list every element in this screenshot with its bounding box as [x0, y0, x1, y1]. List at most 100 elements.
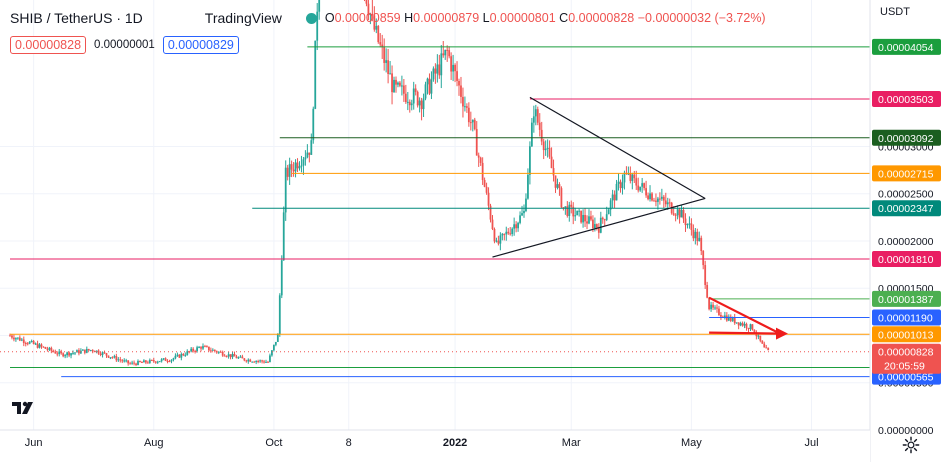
candle-body [582, 214, 584, 223]
sell-price-button[interactable]: 0.00000828 [10, 36, 87, 54]
horizontal-levels[interactable] [0, 46, 870, 378]
candle-body [757, 335, 760, 337]
candle-body [93, 350, 96, 353]
candle-body [137, 360, 139, 365]
candle-body [44, 347, 47, 349]
candle-body [662, 196, 665, 201]
candle-body [759, 335, 762, 341]
gear-icon[interactable] [902, 436, 920, 454]
candle-body [243, 358, 246, 361]
candle-body [495, 240, 498, 242]
candle-body [729, 316, 732, 321]
buy-price-button[interactable]: 0.00000829 [162, 36, 239, 54]
candle-body [168, 361, 171, 363]
candle-body [505, 231, 508, 235]
candle-body [450, 56, 453, 72]
candle-body [286, 167, 289, 177]
candle-body [121, 360, 124, 362]
candle-body [300, 165, 303, 167]
candle-body [162, 358, 165, 360]
candle-body [131, 362, 133, 364]
candle-body [410, 103, 413, 106]
candle-body [379, 42, 382, 45]
trendline-annotations[interactable] [492, 96, 789, 340]
candle-body [213, 349, 216, 352]
price-tick-label: 0.00002500 [878, 189, 934, 201]
candle-body [103, 352, 106, 354]
candle-body [641, 183, 644, 187]
candle-body [530, 122, 533, 147]
candle-body [460, 85, 462, 97]
candle-body [552, 168, 555, 176]
pennant-line [708, 296, 781, 335]
candle-body [686, 224, 689, 226]
candle-body [464, 106, 466, 108]
candle-body [395, 79, 397, 85]
candle-body [755, 333, 758, 337]
candle-body [373, 15, 376, 30]
candle-body [747, 328, 750, 330]
candle-body [402, 85, 405, 94]
candle-body [261, 360, 263, 362]
candle-body [546, 147, 549, 149]
candle-body [144, 360, 147, 363]
candle-body [493, 229, 496, 242]
candle-body [308, 152, 311, 155]
candle-body [605, 214, 608, 220]
candle-body [487, 192, 490, 206]
candle-body [639, 186, 642, 191]
candle-body [658, 198, 661, 200]
candle-body [568, 204, 571, 216]
candle-body [143, 360, 145, 363]
currency-unit-label[interactable]: USDT [880, 6, 910, 18]
candle-body [9, 335, 11, 337]
candle-body [655, 200, 657, 202]
candle-body [294, 162, 297, 172]
candle-body [688, 223, 691, 225]
candle-body [465, 106, 468, 108]
candle-body [233, 354, 236, 357]
candle-body [540, 129, 543, 142]
candle-body [603, 219, 606, 221]
candle-body [649, 193, 651, 200]
candle-body [694, 231, 697, 239]
time-axis[interactable]: Jun Aug Oct 8 2022 Mar May Jul [0, 429, 870, 462]
candle-body [184, 354, 187, 356]
candle-body [60, 351, 63, 354]
symbol-label[interactable]: SHIB / TetherUS · 1D [10, 10, 143, 26]
time-tick-label: 2022 [443, 437, 467, 449]
level-price-label: 0.00003503 [878, 94, 934, 106]
candle-body [113, 356, 116, 358]
candle-body [406, 101, 409, 103]
candle-body [601, 217, 604, 220]
candle-body [672, 213, 675, 215]
price-axis[interactable]: 0.000000000.000005000.000010000.00001500… [869, 0, 941, 462]
candle-body [489, 205, 492, 220]
candle-body [633, 174, 636, 179]
candle-body [298, 166, 301, 169]
tradingview-logo-icon[interactable] [12, 400, 38, 416]
candle-body [200, 347, 202, 349]
candle-body [221, 351, 224, 356]
candle-body [369, 13, 372, 16]
countdown-label: 20:05:59 [884, 361, 925, 373]
candle-body [668, 202, 671, 204]
candle-body [576, 210, 579, 216]
candle-body [271, 350, 273, 356]
candle-body [166, 360, 169, 362]
candle-body [288, 164, 291, 177]
candle-body [523, 210, 525, 214]
candle-body [473, 119, 476, 130]
candle-body [479, 157, 482, 163]
candle-body [696, 231, 699, 242]
candle-body [629, 173, 632, 181]
candle-body [198, 347, 200, 349]
level-price-label: 0.00003092 [878, 133, 934, 145]
candle-body [503, 233, 506, 235]
candle-body [501, 233, 504, 236]
candle-body [133, 362, 135, 364]
candle-body [371, 13, 374, 16]
candle-body [190, 348, 193, 352]
candle-body [621, 182, 624, 189]
